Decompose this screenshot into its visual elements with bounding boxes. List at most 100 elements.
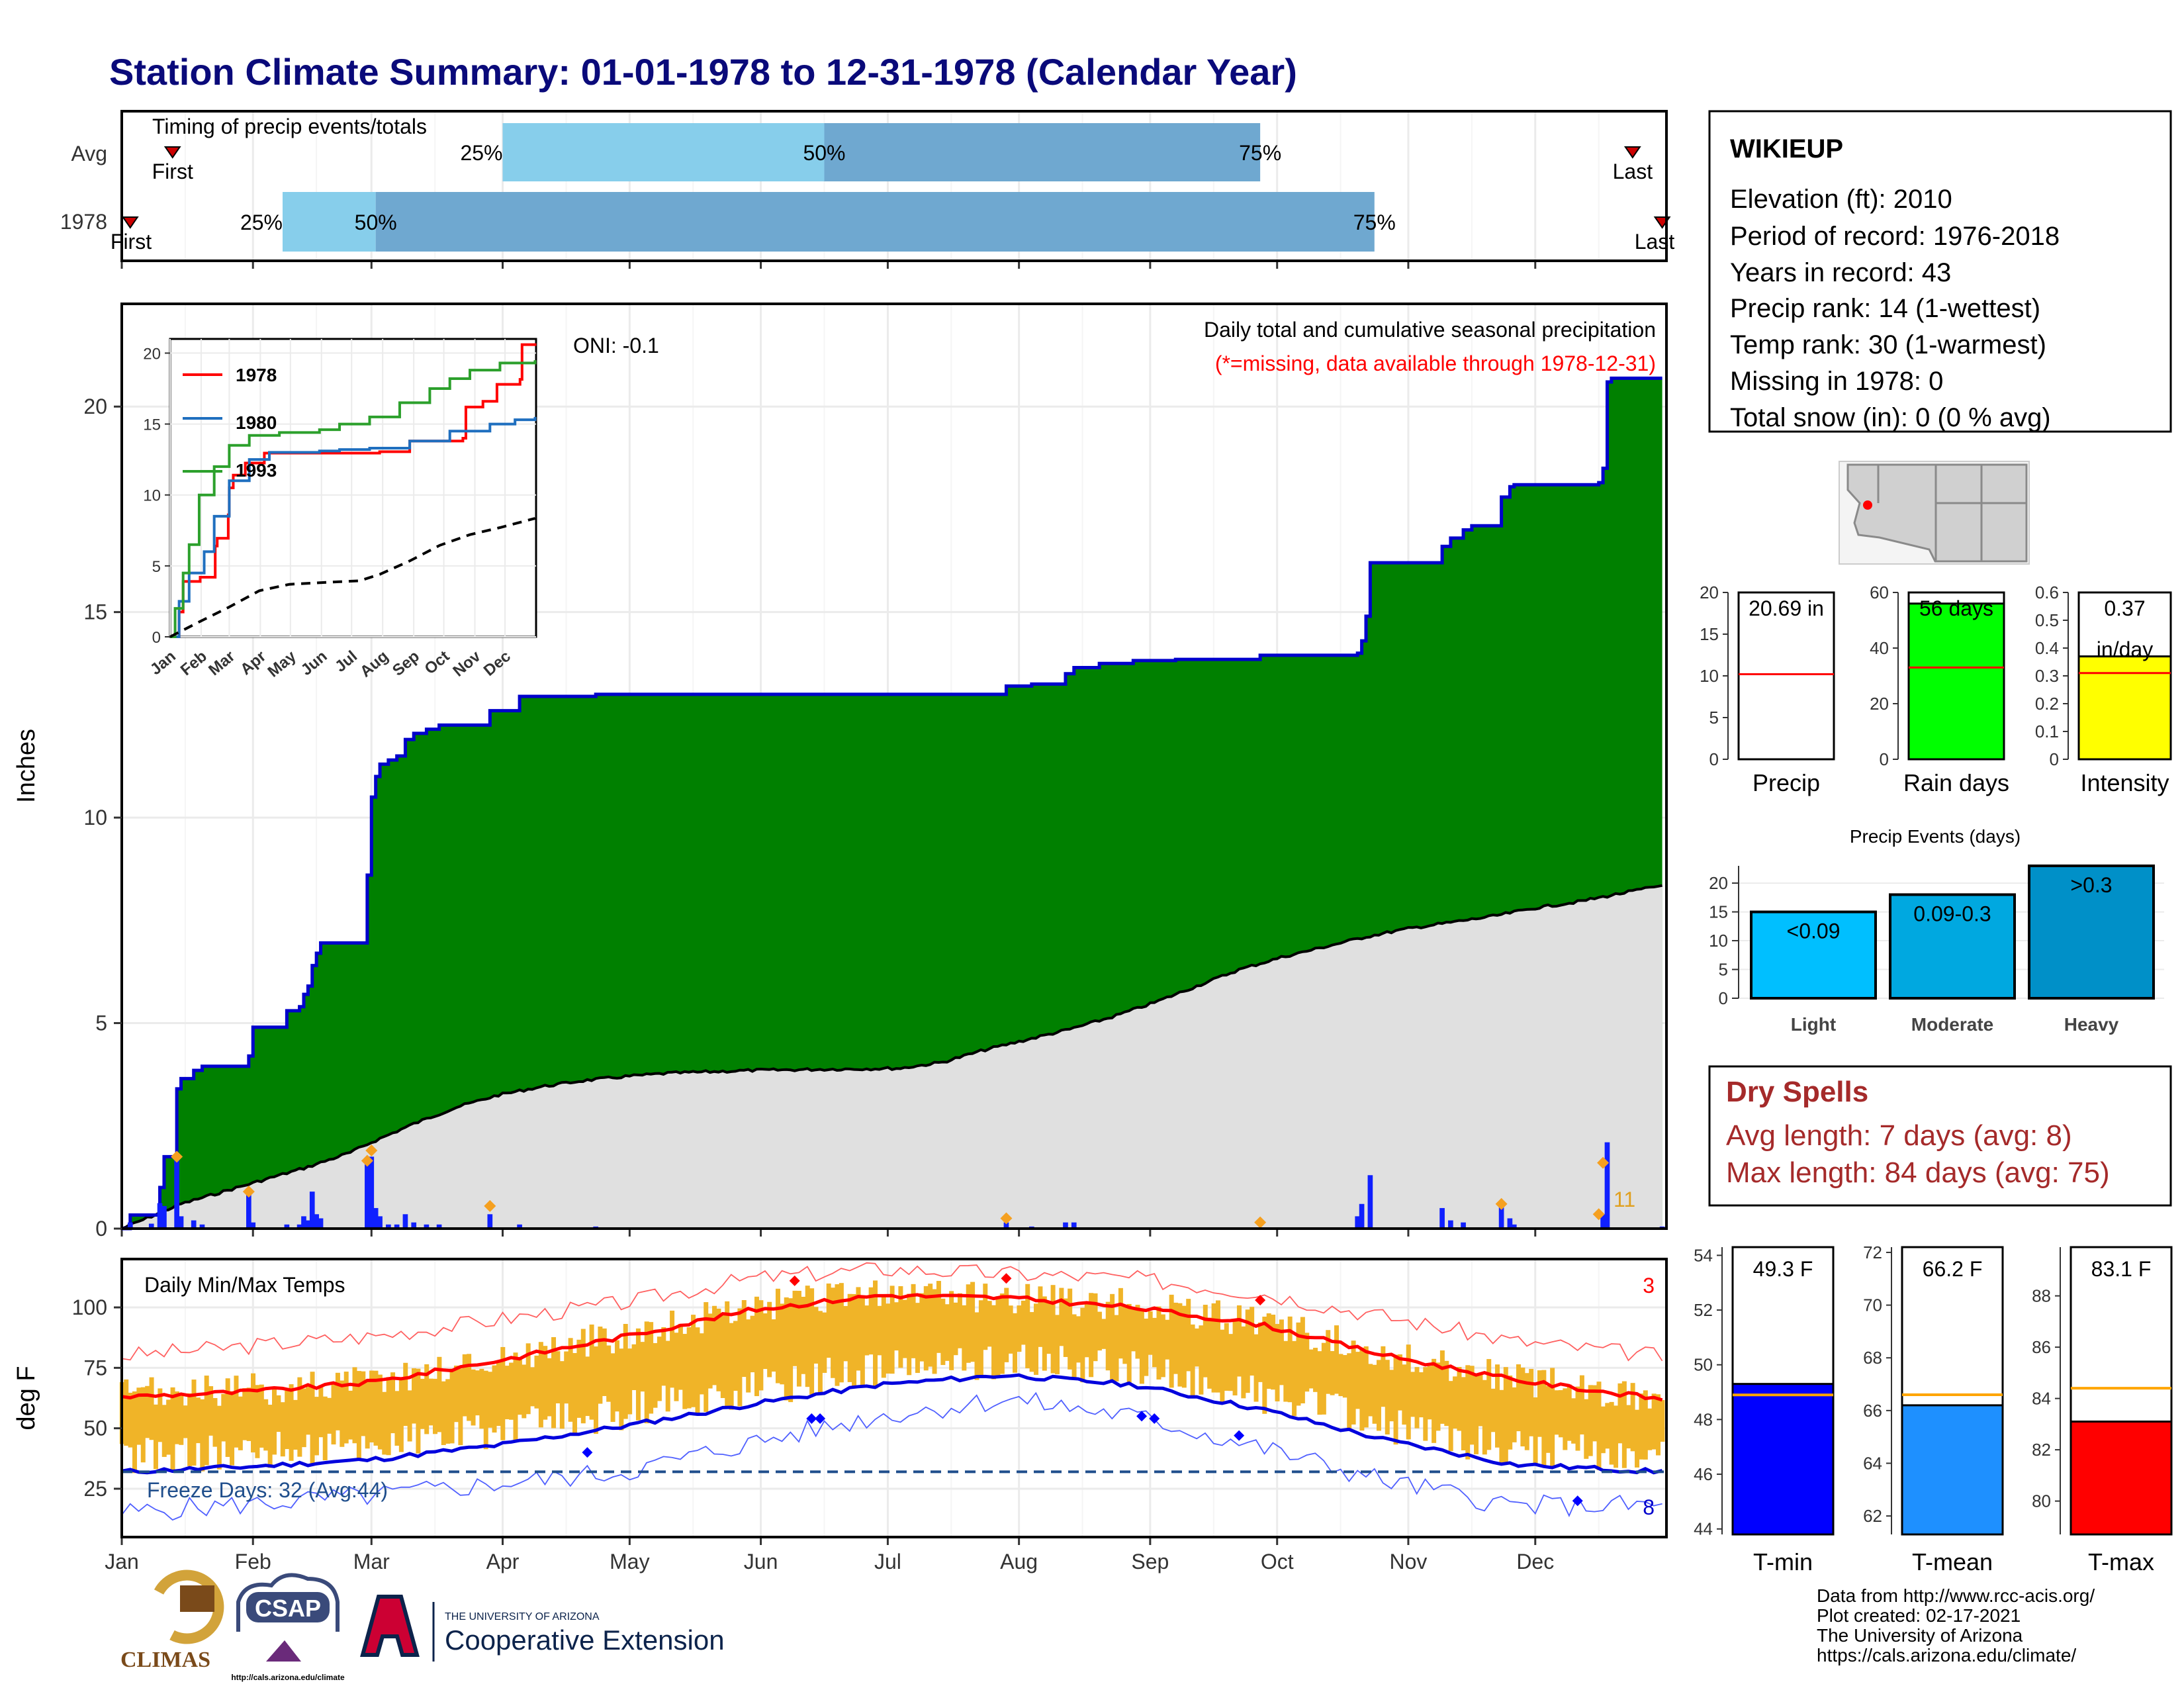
daily-temp-range-bar <box>767 1301 772 1378</box>
daily-precip-bar <box>373 1207 379 1229</box>
daily-temp-range-bar <box>1537 1370 1542 1437</box>
temp-ylabel: deg F <box>13 1366 40 1430</box>
daily-precip-bar <box>436 1224 442 1229</box>
daily-temp-range-bar <box>1453 1376 1458 1429</box>
daily-precip-bar <box>1439 1207 1445 1229</box>
temp-bar-tick-label: 84 <box>2032 1389 2051 1409</box>
daily-temp-range-bar <box>1414 1367 1420 1429</box>
daily-temp-range-bar <box>488 1372 493 1428</box>
daily-temp-range-bar <box>911 1284 916 1358</box>
daily-precip-bar <box>1003 1222 1009 1229</box>
daily-temp-range-bar <box>280 1402 285 1457</box>
record-precip-marker <box>1254 1216 1267 1229</box>
record-high-marker <box>1255 1295 1266 1306</box>
temp-value-bar <box>2070 1421 2173 1536</box>
dry-spells-box: Dry Spells Avg length: 7 days (avg: 8) M… <box>1708 1065 2172 1207</box>
month-tick-label: Jan <box>105 1550 139 1573</box>
credit-line: Data from http://www.rcc-acis.org/ <box>1817 1585 2095 1606</box>
record-min-line <box>121 1391 1662 1521</box>
daily-temp-range-bar <box>394 1391 400 1446</box>
daily-temp-range-bar <box>335 1372 340 1430</box>
temp-category-label: T-min <box>1753 1548 1813 1575</box>
daily-temp-range-bar <box>538 1342 543 1428</box>
daily-temp-range-bar <box>758 1300 764 1391</box>
daily-temp-range-bar <box>598 1327 603 1404</box>
daily-temp-range-bar <box>1639 1393 1644 1460</box>
daily-temp-range-bar <box>200 1399 205 1472</box>
month-tick-label: Feb <box>235 1550 271 1573</box>
legend-label-1980: 1980 <box>236 412 277 433</box>
daily-temp-range-bar <box>1342 1355 1347 1398</box>
daily-temp-range-bar <box>1059 1288 1064 1346</box>
daily-temp-range-bar <box>1656 1394 1661 1456</box>
csap-url: http://cals.arizona.edu/climate <box>231 1673 345 1682</box>
daily-temp-range-bar <box>1368 1364 1373 1417</box>
daily-temp-range-bar <box>1550 1368 1555 1468</box>
daily-temp-range-bar <box>1195 1328 1200 1367</box>
daily-temp-range-bar <box>978 1300 983 1376</box>
temp-bar-tick-label: 80 <box>2032 1491 2051 1511</box>
daily-temp-range-bar <box>352 1367 357 1444</box>
record-precip-marker <box>1592 1208 1605 1221</box>
temp-bar-tick-label: 64 <box>1863 1453 1882 1473</box>
daily-temp-range-bar <box>919 1293 925 1362</box>
daily-temp-range-bar <box>822 1312 827 1373</box>
month-tick-label: Oct <box>1261 1550 1294 1573</box>
month-tick-label: May <box>610 1550 649 1573</box>
daily-temp-range-bar <box>403 1362 408 1427</box>
inset-y-tick-label: 0 <box>152 629 161 647</box>
timing-pct-label: 25% <box>240 211 283 234</box>
temp-top-count: 3 <box>1643 1274 1655 1297</box>
daily-precip-bar <box>369 1156 375 1229</box>
daily-temp-range-bar <box>267 1405 273 1468</box>
daily-temp-range-bar <box>1068 1288 1073 1370</box>
daily-precip-bar <box>1461 1222 1466 1229</box>
daily-temp-range-bar <box>124 1379 129 1446</box>
daily-temp-range-bar <box>801 1296 806 1374</box>
daily-temp-range-bar <box>1567 1384 1572 1441</box>
daily-precip-bar <box>318 1218 324 1229</box>
temp-value-label: 83.1 F <box>2091 1257 2152 1281</box>
daily-temp-range-bar <box>407 1390 412 1442</box>
daily-temp-range-bar <box>1621 1381 1627 1468</box>
daily-temp-range-bar <box>1118 1288 1123 1359</box>
daily-precip-bar <box>1507 1218 1513 1229</box>
daily-temp-range-bar <box>1075 1316 1081 1363</box>
daily-temp-range-bar <box>1579 1375 1584 1434</box>
daily-temp-range-bar <box>1482 1380 1487 1455</box>
daily-temp-range-bar <box>1245 1309 1250 1393</box>
inset-y-tick-label: 10 <box>143 487 161 505</box>
daily-temp-range-bar <box>483 1370 488 1450</box>
summary-bar-frame <box>1737 591 1835 761</box>
timing-pct-label: 50% <box>355 211 397 234</box>
daily-temp-range-bar <box>762 1313 768 1370</box>
daily-temp-range-bar <box>932 1289 937 1374</box>
daily-temp-range-bar <box>1554 1390 1559 1435</box>
daily-temp-range-bar <box>1292 1340 1297 1417</box>
daily-precip-bar <box>424 1224 430 1229</box>
daily-temp-range-bar <box>1084 1303 1089 1358</box>
daily-temp-range-bar <box>1363 1346 1369 1428</box>
daily-temp-range-bar <box>704 1302 709 1412</box>
daily-temp-range-bar <box>1512 1387 1517 1442</box>
daily-temp-range-bar <box>593 1346 598 1434</box>
daily-temp-range-bar <box>589 1324 594 1420</box>
record-low-marker <box>806 1413 817 1425</box>
summary-tick-label: 0.3 <box>2035 666 2059 686</box>
credit-line: Plot created: 02-17-2021 <box>1817 1605 2021 1626</box>
daily-temp-range-bar <box>559 1361 565 1429</box>
daily-temp-range-bar <box>805 1286 810 1387</box>
timing-bar-q50-q75 <box>375 192 1375 252</box>
daily-temp-range-bar <box>234 1376 239 1448</box>
daily-temp-range-bar <box>1232 1319 1238 1396</box>
daily-temp-range-bar <box>166 1399 171 1455</box>
temp-bar-tick-label: 82 <box>2032 1440 2051 1460</box>
temp-bar-tick-label: 50 <box>1694 1355 1713 1375</box>
summary-tick-label: 20 <box>1700 583 1719 602</box>
daily-temp-range-bar <box>365 1380 370 1449</box>
daily-temp-range-bar <box>691 1315 696 1407</box>
daily-temp-range-bar <box>492 1365 497 1433</box>
daily-temp-range-bar <box>140 1387 146 1463</box>
last-event-label: Last <box>1635 230 1675 254</box>
daily-temp-range-bar <box>860 1296 865 1387</box>
